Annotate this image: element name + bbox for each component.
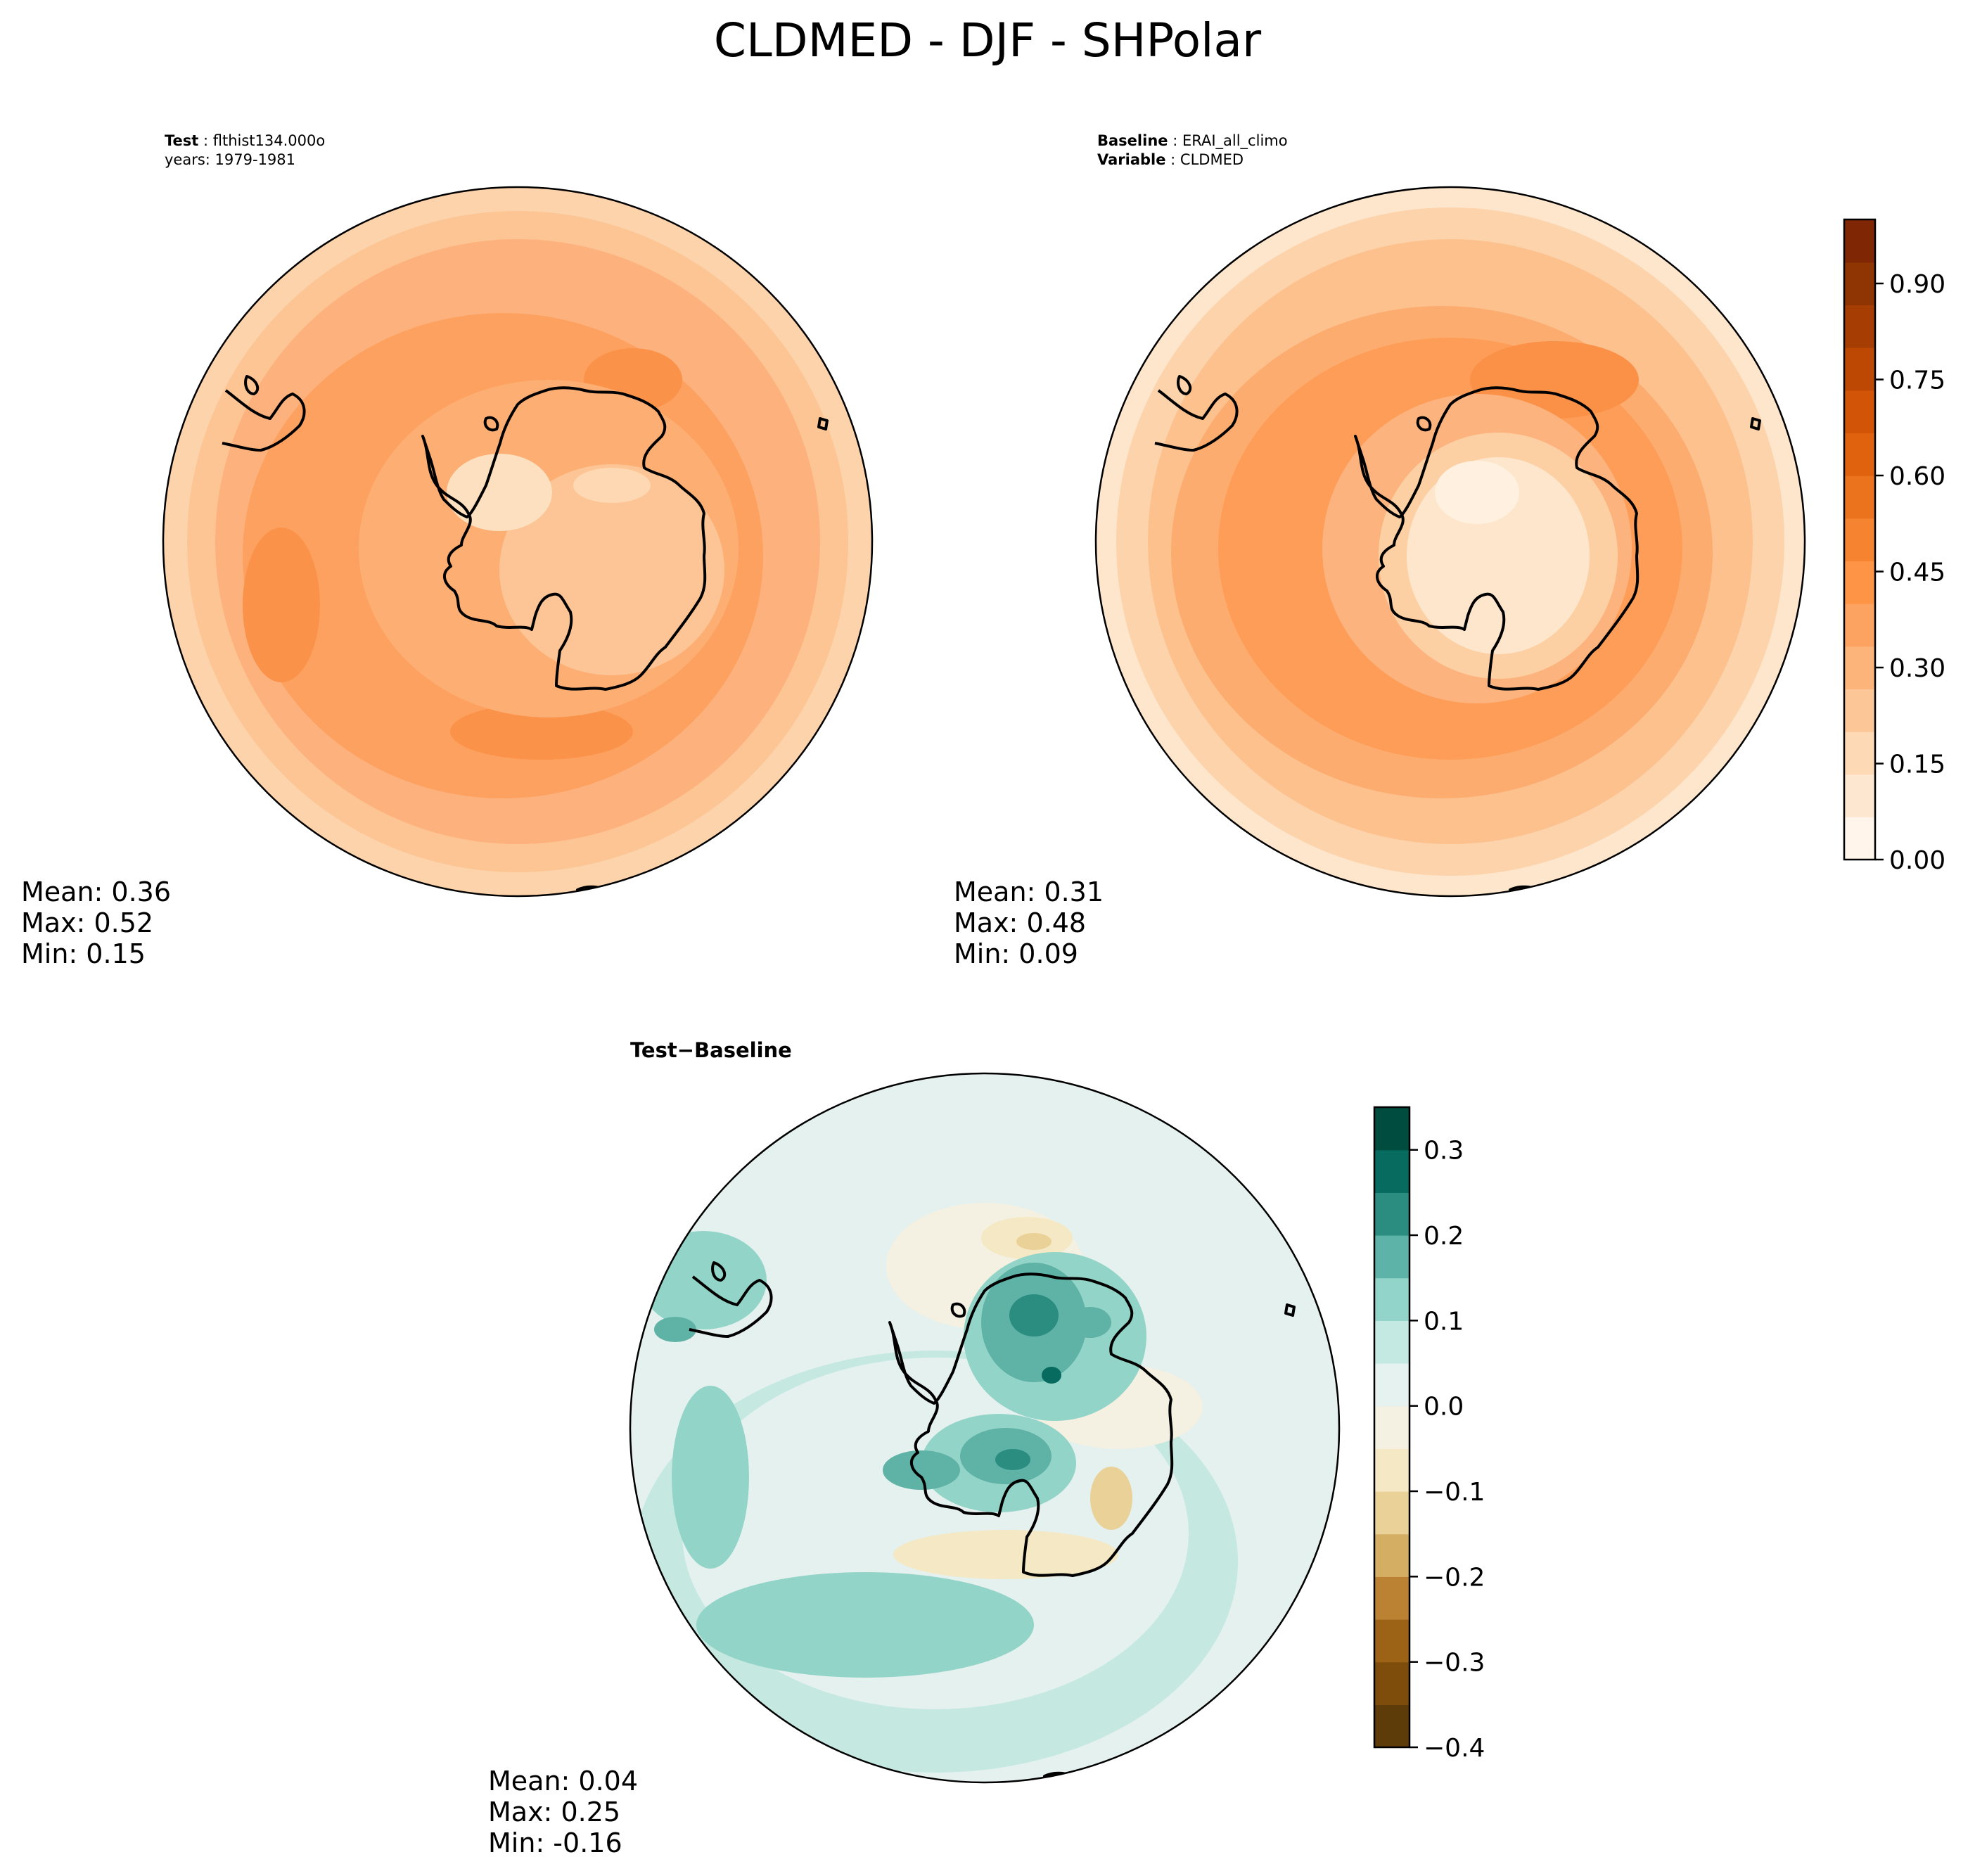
panel-diff-min: Min: -0.16: [488, 1827, 622, 1858]
colorbar-main-tick-label-1: 0.15: [1889, 751, 1945, 779]
colorbar-main-tick-label-4: 0.60: [1889, 462, 1945, 491]
panel-test-mean: Mean: 0.36: [21, 876, 171, 907]
colorbar-diff-tick-label-4: 0.0: [1424, 1393, 1464, 1422]
panel-diff-max: Max: 0.25: [488, 1797, 620, 1827]
panel-baseline-label-value: ERAI_all_climo: [1182, 132, 1288, 150]
colorbar-main-frame: [1843, 218, 1877, 861]
colorbar-diff-band-9: [1374, 1320, 1410, 1364]
map-test-boundary: [162, 186, 874, 898]
panel-baseline-label-key: Baseline: [1097, 132, 1168, 149]
map-diff: [630, 1073, 1339, 1782]
panel-diff-label: Test−Baseline: [630, 1038, 792, 1062]
colorbar-main-tick-label-0: 0.00: [1889, 846, 1945, 875]
panel-diff-mean: Mean: 0.04: [488, 1766, 638, 1797]
panel-test-min: Min: 0.15: [21, 938, 146, 969]
colorbar-diff-band-1: [1374, 1661, 1410, 1705]
panel-test-years: years: 1979-1981: [165, 151, 295, 168]
map-test: [163, 187, 872, 896]
colorbar-diff-band-7: [1374, 1405, 1410, 1449]
colorbar-diff-band-14: [1374, 1107, 1410, 1151]
colorbar-diff-band-0: [1374, 1704, 1410, 1748]
colorbar-diff-band-6: [1374, 1448, 1410, 1492]
colorbar-main-band-6: [1844, 561, 1875, 604]
map-baseline-boundary: [1094, 186, 1806, 898]
colorbar-main-band-12: [1844, 305, 1875, 348]
panel-baseline-variable: Variable : CLDMED: [1097, 151, 1244, 168]
colorbar-main-band-11: [1844, 347, 1875, 391]
panel-baseline-max: Max: 0.48: [954, 907, 1086, 938]
panel-test-label: Test : flthist134.000o: [165, 132, 325, 149]
colorbar-diff-band-4: [1374, 1533, 1410, 1577]
panel-baseline-label: Baseline : ERAI_all_climo: [1097, 132, 1288, 150]
colorbar-diff-band-13: [1374, 1149, 1410, 1193]
colorbar-main: 0.00 0.15 0.30 0.45 0.60 0.75 0.90: [1843, 218, 1945, 875]
panel-diff-label-key: Test: [630, 1038, 677, 1062]
figure-title: CLDMED - DJF - SHPolar: [714, 13, 1262, 68]
panel-diff: Test−Baseline: [488, 1038, 1341, 1858]
colorbar-main-band-4: [1844, 646, 1875, 689]
colorbar-main-tick-label-6: 0.90: [1889, 270, 1945, 299]
colorbar-main-band-5: [1844, 604, 1875, 647]
colorbar-diff-tick-label-5: 0.1: [1424, 1307, 1464, 1336]
colorbar-main-band-7: [1844, 518, 1875, 561]
panel-diff-label-op: −: [677, 1038, 694, 1062]
panel-baseline-min: Min: 0.09: [954, 938, 1078, 969]
map-diff-boundary: [629, 1072, 1341, 1784]
colorbar-diff: −0.4 −0.3 −0.2 −0.1 0.0 0.1 0.2 0.3: [1373, 1106, 1485, 1763]
colorbar-main-band-10: [1844, 390, 1875, 433]
colorbar-diff-tick-label-2: −0.2: [1424, 1563, 1485, 1592]
panel-test-label-key: Test: [165, 132, 198, 149]
colorbar-diff-tick-label-7: 0.3: [1424, 1137, 1464, 1166]
colorbar-main-tick-label-2: 0.30: [1889, 654, 1945, 683]
colorbar-main-tick-label-5: 0.75: [1889, 366, 1945, 395]
panel-diff-label-value: Baseline: [694, 1038, 792, 1062]
panel-baseline: Baseline : ERAI_all_climo Variable : CLD…: [954, 132, 1806, 969]
colorbar-main-band-8: [1844, 476, 1875, 519]
colorbar-diff-tick-label-1: −0.3: [1424, 1649, 1485, 1678]
colorbar-main-band-13: [1844, 262, 1875, 305]
colorbar-diff-band-8: [1374, 1363, 1410, 1407]
colorbar-diff-band-10: [1374, 1277, 1410, 1321]
panel-test: Test : flthist134.000o years: 1979-1981 …: [21, 132, 874, 969]
colorbar-diff-band-3: [1374, 1576, 1410, 1620]
colorbar-diff-frame: [1373, 1106, 1411, 1749]
colorbar-main-band-9: [1844, 433, 1875, 476]
panel-baseline-mean: Mean: 0.31: [954, 876, 1104, 907]
colorbar-main-tick-label-3: 0.45: [1889, 559, 1945, 587]
colorbar-diff-band-2: [1374, 1619, 1410, 1663]
colorbar-main-band-14: [1844, 219, 1875, 263]
panel-baseline-variable-key: Variable: [1097, 151, 1165, 168]
panel-test-label-value: flthist134.000o: [213, 132, 325, 149]
colorbar-diff-band-11: [1374, 1235, 1410, 1279]
colorbar-diff-tick-label-0: −0.4: [1424, 1734, 1485, 1763]
colorbar-diff-tick-label-6: 0.2: [1424, 1222, 1464, 1251]
panel-test-label-sep: :: [198, 132, 212, 149]
colorbar-diff-tick-label-3: −0.1: [1424, 1478, 1485, 1507]
colorbar-main-band-1: [1844, 774, 1875, 817]
panel-baseline-variable-value: CLDMED: [1180, 151, 1244, 168]
colorbar-diff-band-12: [1374, 1192, 1410, 1236]
panel-baseline-variable-sep: :: [1165, 151, 1180, 168]
panel-baseline-label-sep: :: [1168, 132, 1182, 149]
colorbar-main-band-2: [1844, 732, 1875, 775]
colorbar-main-band-0: [1844, 817, 1875, 860]
colorbar-main-band-3: [1844, 689, 1875, 732]
map-baseline: [1096, 187, 1805, 896]
colorbar-diff-band-5: [1374, 1491, 1410, 1535]
panel-test-max: Max: 0.52: [21, 907, 153, 938]
